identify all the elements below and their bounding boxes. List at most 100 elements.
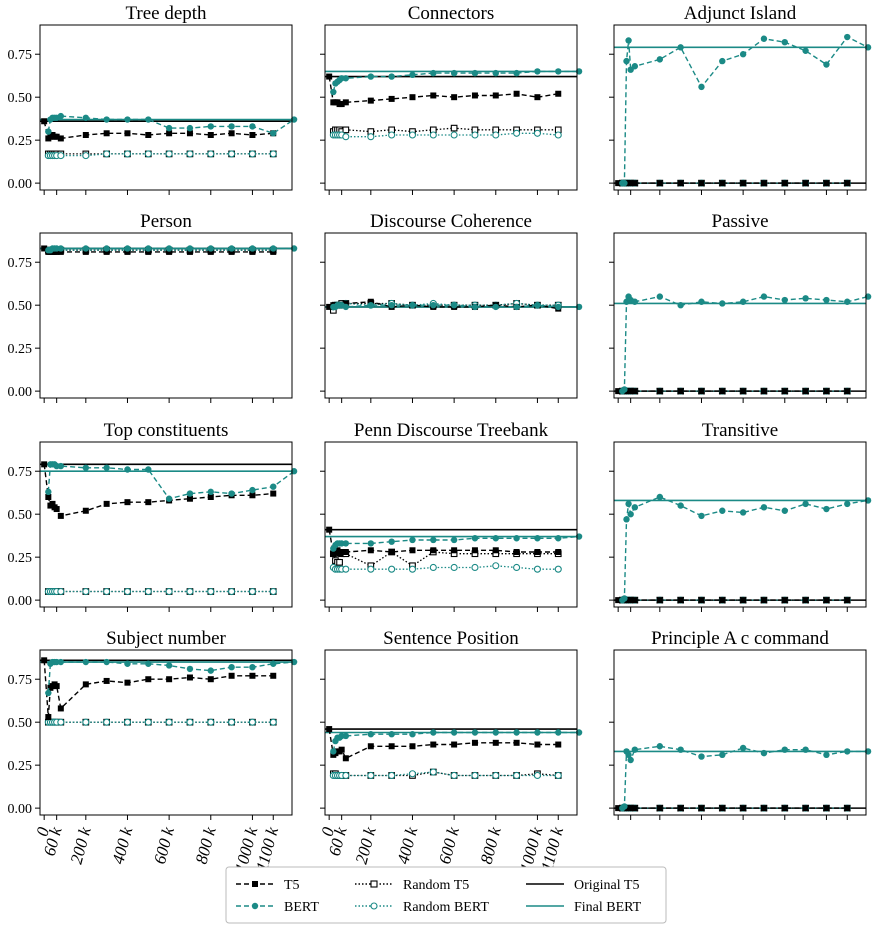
bert-marker bbox=[677, 44, 684, 51]
t5-marker bbox=[631, 805, 638, 812]
t5-marker bbox=[270, 672, 277, 679]
bert-marker bbox=[388, 73, 395, 80]
bert-marker bbox=[270, 660, 277, 667]
random-bert-marker bbox=[123, 587, 132, 596]
t5-marker bbox=[719, 388, 726, 395]
bert-marker bbox=[844, 33, 851, 41]
bert-marker bbox=[270, 245, 277, 252]
t5-marker bbox=[627, 388, 634, 395]
t5-marker bbox=[124, 679, 131, 686]
t5-marker bbox=[802, 180, 809, 187]
t5-marker bbox=[124, 248, 131, 255]
random-bert-marker bbox=[186, 587, 194, 596]
random-bert-line bbox=[48, 153, 274, 157]
bert-marker bbox=[631, 298, 639, 305]
t5-marker bbox=[45, 714, 52, 721]
random-bert-marker bbox=[408, 131, 417, 139]
bert-marker bbox=[270, 130, 277, 137]
bert-line bbox=[621, 295, 869, 392]
t5-marker bbox=[45, 494, 52, 500]
legend-label-final-bert: Final BERT bbox=[574, 900, 642, 915]
bert-marker bbox=[57, 658, 65, 666]
t5-marker bbox=[760, 597, 767, 604]
t5-marker bbox=[342, 549, 349, 555]
t5-marker bbox=[471, 739, 478, 746]
random-bert-marker bbox=[533, 771, 541, 780]
bert-marker bbox=[165, 662, 173, 669]
t5-marker bbox=[338, 101, 345, 108]
bert-marker bbox=[228, 245, 235, 252]
bert-marker bbox=[409, 301, 416, 309]
random-bert-marker bbox=[471, 563, 479, 572]
legend-marker bbox=[370, 902, 378, 910]
t5-marker bbox=[49, 500, 56, 507]
axes-frame bbox=[613, 649, 867, 816]
t5-marker bbox=[342, 99, 349, 106]
t5-line bbox=[328, 529, 559, 555]
t5-marker bbox=[781, 597, 788, 604]
subplot-title: Sentence Position bbox=[383, 628, 519, 649]
t5-marker bbox=[719, 805, 726, 812]
random-bert-marker bbox=[471, 131, 479, 139]
legend: T5 BERT Random T5 Random BERT Original T5 Fin… bbox=[225, 866, 667, 924]
bert-marker bbox=[342, 540, 350, 547]
t5-marker bbox=[186, 674, 193, 681]
bert-marker bbox=[760, 35, 768, 42]
t5-marker bbox=[740, 597, 747, 604]
t5-marker bbox=[823, 805, 830, 812]
random-bert-marker bbox=[144, 718, 152, 726]
legend-label-original-t5: Original T5 bbox=[574, 878, 639, 893]
bert-marker bbox=[82, 658, 90, 666]
random-bert-marker bbox=[207, 587, 215, 596]
bert-marker bbox=[145, 660, 152, 667]
t5-marker bbox=[53, 506, 60, 513]
bert-marker bbox=[165, 495, 173, 502]
t5-marker bbox=[326, 726, 333, 733]
t5-marker bbox=[103, 500, 110, 507]
y-tick-label: 0.00 bbox=[8, 385, 33, 400]
bert-marker bbox=[492, 535, 499, 542]
bert-marker bbox=[844, 298, 851, 305]
t5-marker bbox=[57, 705, 64, 712]
t5-marker bbox=[409, 547, 416, 554]
bert-marker bbox=[388, 538, 395, 545]
random-bert-marker bbox=[342, 133, 350, 141]
axes-frame bbox=[39, 24, 293, 191]
random-bert-marker bbox=[165, 587, 173, 596]
t5-marker bbox=[656, 180, 663, 187]
bert-marker bbox=[249, 486, 256, 494]
bert-marker bbox=[492, 729, 499, 736]
bert-marker bbox=[781, 507, 788, 514]
t5-marker bbox=[430, 741, 437, 748]
bert-marker bbox=[342, 75, 350, 82]
subplot: Principle A c command bbox=[609, 628, 872, 820]
bert-marker bbox=[471, 303, 479, 311]
bert-marker bbox=[186, 124, 194, 132]
bert-marker bbox=[228, 663, 235, 671]
legend-box bbox=[225, 866, 667, 924]
t5-marker bbox=[41, 657, 48, 664]
random-bert-marker bbox=[123, 150, 132, 158]
bert-marker bbox=[270, 483, 277, 490]
t5-marker bbox=[656, 597, 663, 604]
t5-marker bbox=[802, 597, 809, 604]
t5-marker bbox=[342, 300, 349, 307]
random-bert-marker bbox=[513, 771, 521, 780]
bert-marker bbox=[760, 504, 768, 511]
t5-marker bbox=[53, 133, 60, 140]
subplot: Top constituents 0.00 0.25 0.50 0.75 bbox=[8, 420, 298, 612]
t5-marker bbox=[409, 94, 416, 101]
t5-line bbox=[43, 464, 274, 517]
t5-marker bbox=[186, 495, 193, 502]
random-bert-marker bbox=[554, 565, 562, 573]
bert-marker bbox=[103, 116, 110, 123]
axes-frame bbox=[613, 441, 867, 608]
bert-marker bbox=[450, 69, 458, 77]
t5-marker bbox=[760, 805, 767, 812]
bert-marker bbox=[621, 179, 628, 187]
t5-marker bbox=[409, 743, 416, 750]
t5-marker bbox=[82, 248, 89, 255]
subplot-title: Connectors bbox=[408, 3, 495, 24]
t5-marker bbox=[124, 130, 131, 137]
